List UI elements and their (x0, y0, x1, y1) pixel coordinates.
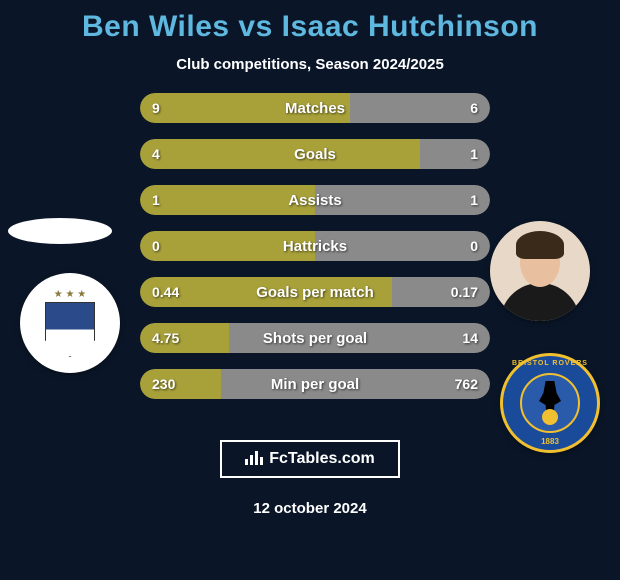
club-badge-right: BRISTOL ROVERS 1883 (500, 353, 600, 453)
chart-area: ★ ★ ★ BRISTOL ROVERS 1883 96Matches41Goa… (0, 93, 620, 423)
bar-value-right: 1 (470, 146, 478, 162)
club-badge-right-inner-icon (520, 373, 580, 433)
bar-label: Goals per match (256, 284, 374, 301)
bars-container: 9 6 Matches 4 1 Goals 1 1 Assists 0 0 Hattricks 0.44… (140, 93, 490, 415)
player-right-avatar (490, 221, 590, 321)
bar-value-right: 14 (462, 330, 478, 346)
bar-value-right: 0 (470, 238, 478, 254)
page-title: Ben Wiles vs Isaac Hutchinson (0, 10, 620, 44)
watermark: FcTables.com (220, 440, 400, 478)
chart-bar-icon (245, 449, 263, 470)
bar-right-fill (350, 93, 490, 123)
bar-row: 1 1 Assists (140, 185, 490, 215)
bar-value-left: 4.75 (152, 330, 179, 346)
date-label: 12 october 2024 (253, 500, 366, 517)
bar-row: 4 1 Goals (140, 139, 490, 169)
player-left-avatar-placeholder (8, 218, 112, 244)
club-badge-right-year: 1883 (541, 437, 559, 446)
club-badge-right-name: BRISTOL ROVERS (512, 360, 588, 367)
bar-value-right: 762 (455, 376, 478, 392)
bar-row: 4.75 14 Shots per goal (140, 323, 490, 353)
bar-label: Assists (288, 192, 341, 209)
bar-label: Goals (294, 146, 336, 163)
bar-row: 0 0 Hattricks (140, 231, 490, 261)
bar-value-left: 4 (152, 146, 160, 162)
comparison-card: Ben Wiles vs Isaac Hutchinson Club compe… (0, 0, 620, 580)
watermark-text: FcTables.com (269, 450, 375, 468)
bar-left-fill (140, 139, 420, 169)
subtitle: Club competitions, Season 2024/2025 (0, 56, 620, 73)
bar-value-left: 0 (152, 238, 160, 254)
club-badge-left-stars-icon: ★ ★ ★ (54, 289, 86, 300)
bar-label: Hattricks (283, 238, 347, 255)
bar-value-left: 1 (152, 192, 160, 208)
bar-row: 230 762 Min per goal (140, 369, 490, 399)
club-badge-left-crest-icon (45, 302, 95, 357)
bar-value-right: 1 (470, 192, 478, 208)
bar-label: Min per goal (271, 376, 359, 393)
bar-value-left: 9 (152, 100, 160, 116)
bar-value-left: 230 (152, 376, 175, 392)
club-badge-left: ★ ★ ★ (20, 273, 120, 373)
bar-label: Shots per goal (263, 330, 367, 347)
avatar-shoulders-icon (500, 283, 580, 321)
bar-row: 0.44 0.17 Goals per match (140, 277, 490, 307)
bar-label: Matches (285, 100, 345, 117)
bar-value-right: 6 (470, 100, 478, 116)
bar-right-fill (420, 139, 490, 169)
bar-row: 9 6 Matches (140, 93, 490, 123)
bar-value-right: 0.17 (451, 284, 478, 300)
club-badge-right-ball-icon (542, 409, 558, 425)
bar-value-left: 0.44 (152, 284, 179, 300)
avatar-hair-icon (516, 231, 564, 259)
